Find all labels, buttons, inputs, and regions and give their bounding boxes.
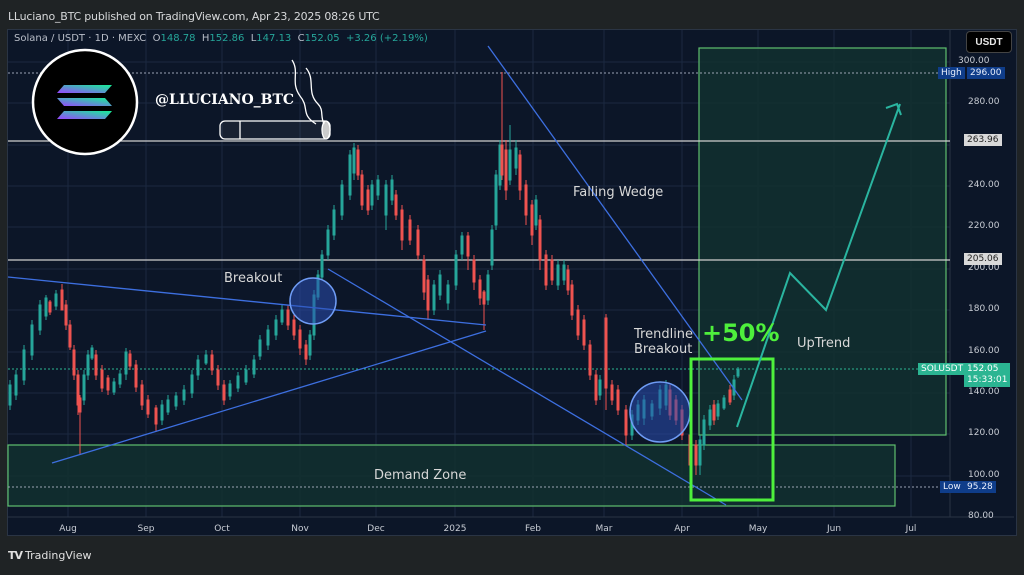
trendlines — [7, 45, 743, 506]
falling-wedge-label: Falling Wedge — [573, 185, 664, 200]
level-263-tag: 263.96 — [964, 134, 1002, 146]
author-handle: @LLUCIANO_BTC — [155, 92, 295, 108]
currency-button[interactable]: USDT — [966, 31, 1012, 53]
demand-zone-box — [7, 444, 896, 507]
high-label-tag: High — [938, 67, 965, 79]
symbol-tag: SOLUSDT — [918, 363, 967, 375]
breakout-circle — [289, 277, 337, 325]
target-zone-box — [698, 47, 947, 436]
tradingview-logo[interactable]: TV TradingView — [8, 549, 92, 562]
ohlc-legend: Solana / USDT · 1D · MEXC O148.78 H152.8… — [14, 33, 428, 44]
tradingview-logo-icon: TV — [8, 549, 23, 562]
demand-zone-label: Demand Zone — [374, 468, 467, 483]
projection-arrowhead-icon — [885, 102, 902, 116]
uptrend-projection-line — [736, 103, 901, 428]
last-price-tag: 152.05 15:33:01 — [964, 363, 1011, 387]
solana-logo-icon — [31, 48, 139, 156]
gain-label: +50% — [702, 319, 780, 347]
breakout-label: Breakout — [224, 271, 283, 286]
high-value-tag: 296.00 — [967, 67, 1005, 79]
symbol-label[interactable]: Solana / USDT · 1D · MEXC — [14, 33, 147, 44]
cigarette-icon — [219, 59, 331, 140]
gain-highlight-box — [689, 357, 775, 502]
change-value: +3.26 (+2.19%) — [346, 33, 428, 44]
low-label-tag: Low — [940, 481, 964, 493]
trendline-breakout-label: Trendline Breakout — [634, 327, 694, 357]
bar-countdown: 15:33:01 — [967, 375, 1008, 385]
publisher-line: LLuciano_BTC published on TradingView.co… — [8, 10, 380, 23]
level-205-tag: 205.06 — [964, 253, 1002, 265]
uptrend-label: UpTrend — [797, 336, 851, 351]
low-value-tag: 95.28 — [964, 481, 996, 493]
trendline-breakout-circle — [629, 381, 691, 443]
